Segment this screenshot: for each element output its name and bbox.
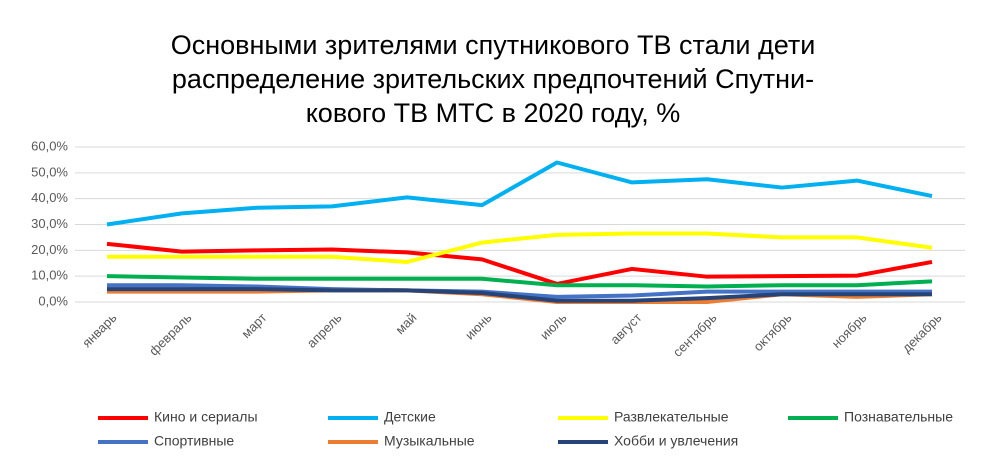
x-tick-label: июль xyxy=(537,310,570,343)
x-tick-label: февраль xyxy=(146,310,195,359)
legend-label: Музыкальные xyxy=(384,433,475,449)
x-tick-label: июнь xyxy=(462,310,495,343)
y-tick-label: 30,0% xyxy=(31,216,68,231)
x-tick-label: сентябрь xyxy=(670,310,720,360)
y-tick-label: 0,0% xyxy=(38,293,68,308)
series-line xyxy=(107,287,932,303)
legend-label: Познавательные xyxy=(844,409,953,425)
x-tick-label: январь xyxy=(79,310,120,351)
y-tick-label: 60,0% xyxy=(31,138,68,153)
chart-title: кового ТВ МТС в 2020 году, % xyxy=(306,98,681,128)
y-tick-label: 50,0% xyxy=(31,164,68,179)
series-line xyxy=(107,283,932,299)
legend-label: Кино и сериалы xyxy=(154,409,258,425)
x-tick-label: март xyxy=(238,310,269,341)
chart-title: распределение зрительских предпочтений С… xyxy=(172,64,814,94)
series-line xyxy=(106,241,933,286)
series-line xyxy=(107,231,933,264)
x-tick-label: апрель xyxy=(304,310,345,351)
legend-label: Спортивные xyxy=(154,433,234,449)
x-tick-label: август xyxy=(607,310,644,347)
legend-label: Развлекательные xyxy=(614,409,729,425)
y-tick-label: 40,0% xyxy=(31,190,68,205)
x-tick-label: октябрь xyxy=(750,310,794,354)
x-tick-label: май xyxy=(392,310,419,337)
series-line xyxy=(106,274,933,289)
legend-label: Хобби и увлечения xyxy=(614,433,738,449)
legend-label: Детские xyxy=(384,409,436,425)
chart-title: Основными зрителями спутникового ТВ стал… xyxy=(171,30,816,60)
x-tick-label: декабрь xyxy=(899,310,945,356)
x-tick-label: ноябрь xyxy=(829,310,870,351)
y-tick-label: 20,0% xyxy=(31,242,68,257)
series-line xyxy=(106,160,933,227)
y-tick-label: 10,0% xyxy=(31,268,68,283)
